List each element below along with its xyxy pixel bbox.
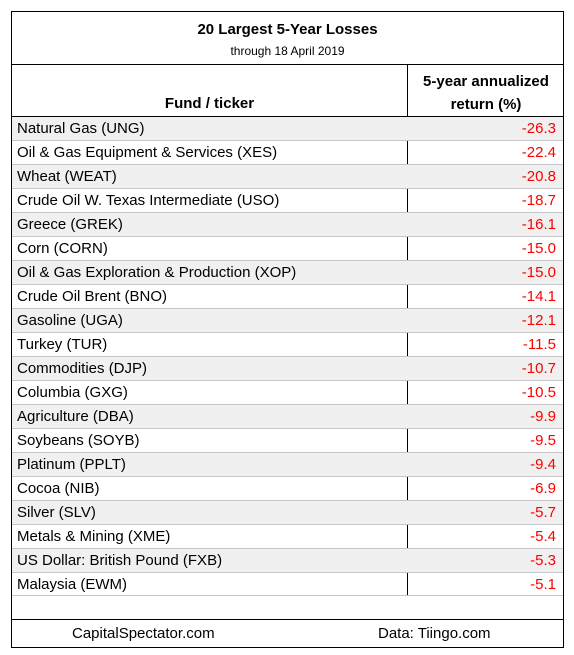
footer-source-site: CapitalSpectator.com: [72, 625, 215, 642]
return-value-cell: -10.7: [521, 360, 556, 377]
fund-name-cell: Corn (CORN): [17, 240, 108, 257]
return-value-cell: -5.7: [530, 504, 556, 521]
column-header-return-line1: 5-year annualized: [423, 73, 549, 90]
return-value-cell: -14.1: [521, 288, 556, 305]
return-value-cell: -12.1: [521, 312, 556, 329]
fund-name-cell: Soybeans (SOYB): [17, 432, 140, 449]
return-value-cell: -5.3: [530, 552, 556, 569]
table-row: Crude Oil W. Texas Intermediate (USO) -18…: [12, 188, 563, 212]
return-value-cell: -26.3: [521, 120, 556, 137]
fund-name-cell: Malaysia (EWM): [17, 576, 128, 593]
fund-name-cell: Greece (GREK): [17, 216, 123, 233]
fund-name-cell: US Dollar: British Pound (FXB): [17, 552, 223, 569]
table-row: Oil & Gas Equipment & Services (XES) -22.…: [12, 140, 563, 164]
table-row: Agriculture (DBA) -9.9: [12, 404, 563, 428]
table-subtitle: through 18 April 2019: [230, 44, 345, 58]
fund-name-cell: Crude Oil Brent (BNO): [17, 288, 168, 305]
fund-name-cell: Oil & Gas Exploration & Production (XOP): [17, 264, 297, 281]
table-row: Malaysia (EWM) -5.1: [12, 572, 563, 596]
return-value-cell: -9.5: [530, 432, 556, 449]
table-row: US Dollar: British Pound (FXB) -5.3: [12, 548, 563, 572]
fund-name-cell: Columbia (GXG): [17, 384, 128, 401]
table-row: Soybeans (SOYB) -9.5: [12, 428, 563, 452]
table-row: Greece (GREK) -16.1: [12, 212, 563, 236]
table-row: Columbia (GXG) -10.5: [12, 380, 563, 404]
fund-name-cell: Agriculture (DBA): [17, 408, 134, 425]
return-value-cell: -22.4: [521, 144, 556, 161]
return-value-cell: -20.8: [521, 168, 556, 185]
return-value-cell: -9.4: [530, 456, 556, 473]
column-header-fund: Fund / ticker: [164, 95, 255, 112]
fund-name-cell: Wheat (WEAT): [17, 168, 117, 185]
table-row: Crude Oil Brent (BNO) -14.1: [12, 284, 563, 308]
table-row: Platinum (PPLT) -9.4: [12, 452, 563, 476]
return-value-cell: -10.5: [521, 384, 556, 401]
fund-name-cell: Natural Gas (UNG): [17, 120, 145, 137]
fund-name-cell: Crude Oil W. Texas Intermediate (USO): [17, 192, 280, 209]
column-header-return-line2: return (%): [450, 96, 522, 113]
fund-name-cell: Oil & Gas Equipment & Services (XES): [17, 144, 278, 161]
table-row: Silver (SLV) -5.7: [12, 500, 563, 524]
table-body: Natural Gas (UNG) -26.3 Oil & Gas Equipmen…: [12, 116, 563, 596]
return-value-cell: -6.9: [530, 480, 556, 497]
table-title: 20 Largest 5-Year Losses: [197, 21, 378, 38]
table-row: Cocoa (NIB) -6.9: [12, 476, 563, 500]
footer-data-credit: Data: Tiingo.com: [378, 625, 491, 642]
table-row: Natural Gas (UNG) -26.3: [12, 116, 563, 140]
return-value-cell: -16.1: [521, 216, 556, 233]
blank-row-divider: [12, 595, 563, 596]
return-value-cell: -11.5: [522, 336, 556, 353]
fund-name-cell: Turkey (TUR): [17, 336, 108, 353]
fund-name-cell: Platinum (PPLT): [17, 456, 126, 473]
fund-name-cell: Metals & Mining (XME): [17, 528, 171, 545]
return-value-cell: -5.4: [530, 528, 556, 545]
table-row: Wheat (WEAT) -20.8: [12, 164, 563, 188]
table-row: Commodities (DJP) -10.7: [12, 356, 563, 380]
fund-name-cell: Commodities (DJP): [17, 360, 148, 377]
table-row: Oil & Gas Exploration & Production (XOP)…: [12, 260, 563, 284]
table-row: Gasoline (UGA) -12.1: [12, 308, 563, 332]
table-row: Metals & Mining (XME) -5.4: [12, 524, 563, 548]
header-divider: [12, 64, 563, 65]
table-frame: 20 Largest 5-Year Losses through 18 Apri…: [11, 11, 564, 648]
column-header-return: 5-year annualized return (%): [408, 70, 564, 116]
return-value-cell: -9.9: [530, 408, 556, 425]
fund-name-cell: Cocoa (NIB): [17, 480, 100, 497]
table-row: Turkey (TUR) -11.5: [12, 332, 563, 356]
return-value-cell: -18.7: [521, 192, 556, 209]
return-value-cell: -15.0: [521, 264, 556, 281]
table-row: Corn (CORN) -15.0: [12, 236, 563, 260]
return-value-cell: -5.1: [530, 576, 556, 593]
fund-name-cell: Gasoline (UGA): [17, 312, 123, 329]
return-value-cell: -15.0: [521, 240, 556, 257]
fund-name-cell: Silver (SLV): [17, 504, 96, 521]
footer-divider: [12, 619, 563, 620]
